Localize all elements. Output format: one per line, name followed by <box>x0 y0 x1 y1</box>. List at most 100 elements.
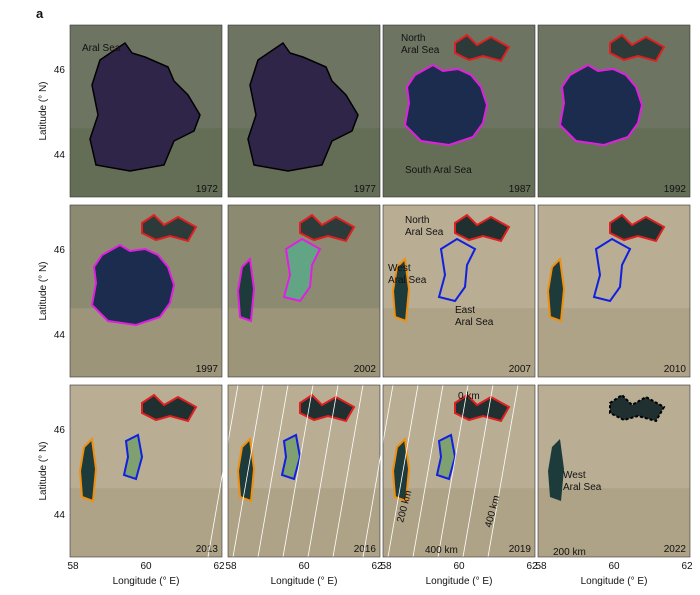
lon-tick-label: 60 <box>453 561 465 572</box>
lake-outline <box>454 33 511 63</box>
swath-line <box>412 384 444 558</box>
lake-outline <box>141 393 198 423</box>
lon-tick-label: 58 <box>380 561 392 572</box>
lon-tick-label: 62 <box>371 561 383 572</box>
annotation: 0 km <box>458 391 480 402</box>
year-label: 1997 <box>196 364 219 375</box>
swath-line <box>307 384 339 558</box>
panel-frame <box>382 384 536 558</box>
lake-outline <box>78 436 98 503</box>
annotation: West <box>563 470 586 481</box>
panel-frame <box>382 24 536 198</box>
panel: 2016 <box>207 384 381 558</box>
terrain-shade <box>538 488 690 557</box>
swath-line <box>282 384 314 558</box>
lon-tick-label: 60 <box>140 561 152 572</box>
lon-tick-label: 62 <box>213 561 225 572</box>
lat-tick-label: 44 <box>54 510 66 521</box>
lake-outline <box>282 237 322 303</box>
lake-outline <box>280 433 302 481</box>
year-label: 1977 <box>354 184 377 195</box>
swath-line <box>232 384 264 558</box>
lon-tick-label: 58 <box>535 561 547 572</box>
year-label: 2019 <box>509 544 532 555</box>
lake-outline <box>592 237 632 303</box>
terrain-shade <box>228 308 380 377</box>
lake-outline <box>454 393 511 423</box>
year-label: 2022 <box>664 544 687 555</box>
terrain-shade <box>228 488 380 557</box>
x-axis-label: Longitude (° E) <box>426 576 493 587</box>
lat-tick-label: 46 <box>54 425 66 436</box>
lake-outline <box>89 41 201 172</box>
annotation: Aral Sea <box>82 43 121 54</box>
panel-frame <box>227 24 381 198</box>
lake-outline <box>299 393 356 423</box>
annotation: Aral Sea <box>388 275 427 286</box>
panel-frame <box>227 204 381 378</box>
annotation: North <box>401 33 425 44</box>
terrain-shade <box>383 488 535 557</box>
annotation: East <box>455 305 475 316</box>
annotation: South Aral Sea <box>405 165 472 176</box>
panel: 1992 <box>537 24 691 198</box>
annotation: 200 km <box>553 547 586 558</box>
annotation: Aral Sea <box>401 45 440 56</box>
lon-tick-label: 62 <box>526 561 538 572</box>
year-label: 2002 <box>354 364 377 375</box>
lake-outline <box>609 33 666 63</box>
y-axis-label: Latitude (° N) <box>38 261 49 320</box>
swath-line <box>207 384 239 558</box>
lake-outline <box>609 213 666 243</box>
terrain-shade <box>70 488 222 557</box>
lake-outline <box>141 213 198 243</box>
panel-frame <box>227 384 381 558</box>
annotation: Aral Sea <box>405 227 444 238</box>
panel: 2010 <box>537 204 691 378</box>
lon-tick-label: 58 <box>225 561 237 572</box>
annotation: 400 km <box>425 545 458 556</box>
figure-label: a <box>36 6 44 21</box>
lake-outline <box>546 256 566 323</box>
lake-outline <box>90 243 176 327</box>
panel-frame <box>69 204 223 378</box>
lon-tick-label: 58 <box>67 561 79 572</box>
swath-line <box>387 384 419 558</box>
annotation: North <box>405 215 429 226</box>
year-label: 2013 <box>196 544 219 555</box>
swath-line <box>362 384 394 558</box>
panel: 2002 <box>227 204 381 378</box>
lake-outline <box>454 213 511 243</box>
terrain-shade <box>383 308 535 377</box>
lat-tick-label: 46 <box>54 245 66 256</box>
lake-outline <box>391 436 411 503</box>
panel-frame <box>537 204 691 378</box>
lake-outline <box>391 256 411 323</box>
panel: 1997 <box>69 204 223 378</box>
terrain-shade <box>538 308 690 377</box>
panel: Aral Sea 1972 <box>69 24 223 198</box>
lake-outline <box>437 237 477 303</box>
lake-outline <box>236 256 256 323</box>
swath-line <box>257 384 289 558</box>
annotation: West <box>388 263 411 274</box>
panel: 2013 <box>69 384 223 558</box>
lat-tick-label: 44 <box>54 150 66 161</box>
lake-outline <box>299 213 356 243</box>
panel-frame <box>537 24 691 198</box>
year-label: 1972 <box>196 184 219 195</box>
lat-tick-label: 46 <box>54 65 66 76</box>
lake-outline <box>609 393 666 423</box>
lake-outline <box>122 433 144 481</box>
swath-line <box>462 384 494 558</box>
panel: 1977 <box>227 24 381 198</box>
year-label: 2016 <box>354 544 377 555</box>
lon-tick-label: 60 <box>608 561 620 572</box>
y-axis-label: Latitude (° N) <box>38 81 49 140</box>
year-label: 1992 <box>664 184 687 195</box>
panel-frame <box>382 204 536 378</box>
panel-frame <box>537 384 691 558</box>
